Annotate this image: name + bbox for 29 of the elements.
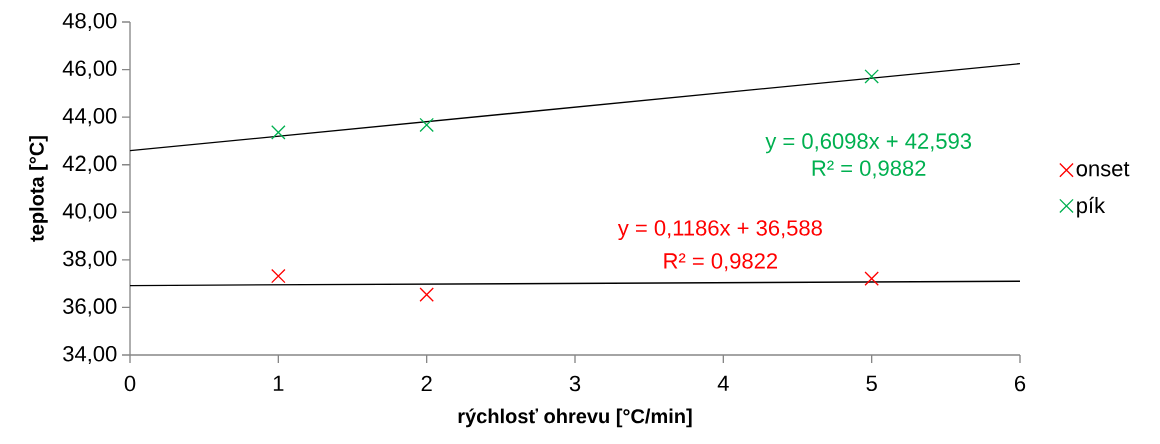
x-axis-title: rýchlosť ohrevu [°C/min] xyxy=(458,408,692,428)
point xyxy=(419,287,434,302)
x-tick-label: 6 xyxy=(1014,375,1026,392)
annotation: R² = 0,9882 xyxy=(812,160,926,179)
x-tick-label: 2 xyxy=(421,375,432,392)
x-tick-label: 5 xyxy=(866,375,877,392)
point xyxy=(271,268,286,284)
y-tick-label: 48,00 xyxy=(62,12,117,32)
x-tick-label: 0 xyxy=(124,375,136,392)
y-tick-label: 36,00 xyxy=(63,298,117,317)
legend-label: onset xyxy=(1076,161,1130,177)
point xyxy=(864,69,879,84)
y-tick-label: 44,00 xyxy=(62,108,117,127)
annotation: y = 0,6098x + 42,593 xyxy=(765,133,972,154)
annotation: y = 0,1186x + 36,588 xyxy=(617,220,822,241)
y-axis-title: teplota [°C] xyxy=(29,136,48,242)
y-tick-label: 46,00 xyxy=(62,60,117,79)
annotation: R² = 0,9822 xyxy=(664,253,778,272)
y-tick-label: 38,00 xyxy=(63,250,117,269)
legend-label: pík xyxy=(1077,196,1106,218)
point xyxy=(864,271,879,286)
y-tick-label: 42,00 xyxy=(62,155,117,174)
y-tick-label: 34,00 xyxy=(63,345,117,365)
point xyxy=(271,125,286,140)
point xyxy=(419,117,434,133)
y-tick-label: 40,00 xyxy=(62,203,117,222)
x-tick-label: 4 xyxy=(717,375,729,391)
x-tick-label: 3 xyxy=(569,375,581,392)
x-tick-label: 1 xyxy=(273,375,284,391)
